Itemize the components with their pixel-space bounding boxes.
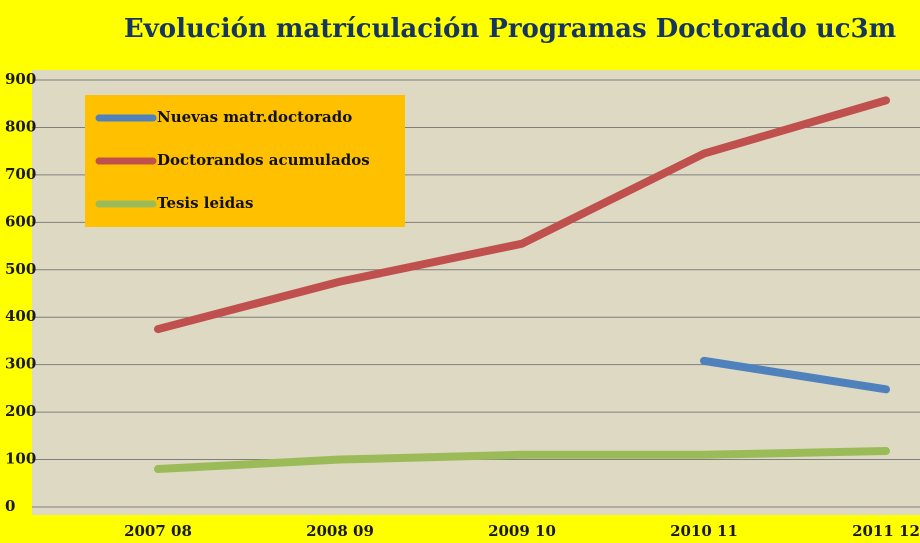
series-line <box>154 96 890 334</box>
y-tick-label: 200 <box>5 402 36 420</box>
y-tick-label: 800 <box>5 117 36 135</box>
y-tick-label: 700 <box>5 165 36 183</box>
y-tick-label: 500 <box>5 260 36 278</box>
y-tick-label: 100 <box>5 450 36 468</box>
y-tick-label: 600 <box>5 212 36 230</box>
y-tick-label: 900 <box>5 70 36 88</box>
legend-label: Doctorandos acumulados <box>157 151 370 169</box>
x-tick-label: 2009 10 <box>488 522 556 540</box>
series-line <box>154 447 890 474</box>
x-tick-label: 2008 09 <box>306 522 374 540</box>
legend: Nuevas matr.doctorado Doctorandos acumula… <box>85 95 405 227</box>
series-line <box>700 356 890 394</box>
legend-label: Nuevas matr.doctorado <box>157 108 352 126</box>
x-tick-label: 2007 08 <box>124 522 192 540</box>
x-tick-label: 2011 12 <box>852 522 920 540</box>
y-tick-label: 300 <box>5 355 36 373</box>
x-tick-label: 2010 11 <box>670 522 738 540</box>
legend-label: Tesis leidas <box>157 194 253 212</box>
chart-title: Evolución matrículación Programas Doctor… <box>124 14 896 44</box>
y-tick-label: 0 <box>5 497 15 515</box>
y-tick-label: 400 <box>5 307 36 325</box>
